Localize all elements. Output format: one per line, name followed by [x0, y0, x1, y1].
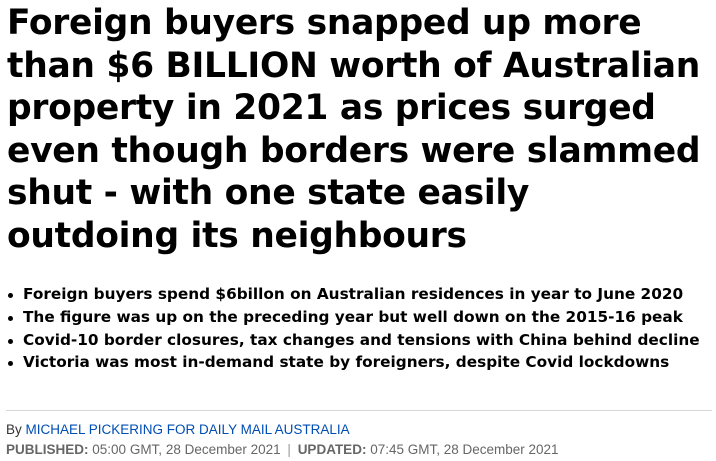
date-separator: |	[287, 442, 291, 457]
byline-divider	[6, 410, 712, 411]
summary-bullet-text: Victoria was most in-demand state by for…	[23, 353, 670, 372]
summary-bullet-text: Covid-10 border closures, tax changes an…	[23, 330, 700, 349]
summary-bullet-text: The figure was up on the preceding year …	[23, 307, 683, 326]
bullet-dot-icon	[8, 361, 13, 367]
summary-bullet-text: Foreign buyers spend $6billon on Austral…	[23, 285, 684, 303]
published-label: PUBLISHED:	[6, 442, 89, 457]
article-dates: PUBLISHED: 05:00 GMT, 28 December 2021 |…	[6, 442, 559, 458]
byline: By MICHAEL PICKERING FOR DAILY MAIL AUST…	[6, 422, 350, 438]
bullet-dot-icon	[8, 315, 13, 321]
byline-prefix: By	[6, 422, 22, 437]
summary-bullet: Covid-10 border closures, tax changes an…	[6, 329, 700, 352]
article: Foreign buyers snapped up more than $6 B…	[6, 0, 712, 457]
published-date: 05:00 GMT, 28 December 2021	[92, 442, 281, 457]
summary-bullet: Foreign buyers spend $6billon on Austral…	[6, 283, 700, 306]
summary-bullet: The figure was up on the preceding year …	[6, 306, 700, 329]
summary-bullet: Victoria was most in-demand state by for…	[6, 351, 700, 374]
updated-date: 07:45 GMT, 28 December 2021	[370, 442, 559, 457]
bullet-dot-icon	[8, 338, 13, 344]
author-link[interactable]: MICHAEL PICKERING FOR DAILY MAIL AUSTRAL…	[25, 422, 350, 437]
article-headline: Foreign buyers snapped up more than $6 B…	[7, 3, 701, 256]
summary-bullet-list: Foreign buyers spend $6billon on Austral…	[6, 283, 700, 374]
bullet-dot-icon	[8, 293, 13, 298]
updated-label: UPDATED:	[297, 442, 367, 457]
